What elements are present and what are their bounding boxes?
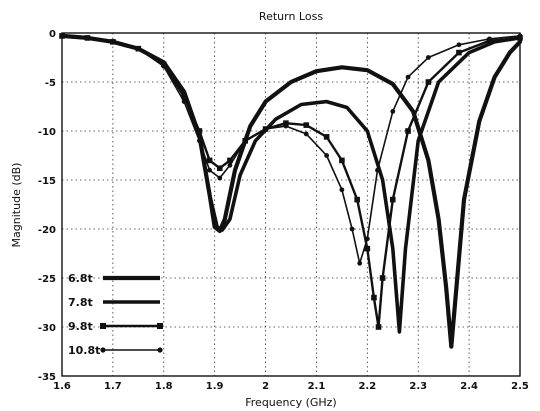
x-tick-label: 2.4 [460, 381, 478, 392]
square-marker [181, 93, 187, 100]
series-9-8t [59, 33, 523, 330]
circle-marker [85, 35, 90, 41]
circle-marker [181, 99, 187, 104]
square-marker [216, 165, 223, 172]
legend-label: 7.8t [68, 296, 93, 309]
plot-frame [61, 32, 521, 377]
square-marker [100, 323, 106, 329]
square-marker [405, 128, 411, 134]
square-marker [375, 324, 382, 330]
circle-marker [357, 260, 363, 266]
x-tick-label: 2.1 [308, 381, 326, 392]
y-tick-label: -15 [38, 176, 56, 187]
circle-marker [135, 46, 141, 52]
legend-label: 10.8t [68, 344, 100, 357]
x-tick-label: 2.2 [358, 381, 376, 392]
circle-marker [263, 126, 268, 132]
circle-marker [217, 175, 223, 181]
square-marker [206, 157, 213, 164]
circle-marker [207, 167, 212, 173]
series-line [60, 34, 522, 329]
circle-marker [283, 123, 289, 129]
circle-marker [110, 39, 116, 45]
x-tick-label: 2.5 [511, 381, 529, 392]
circle-marker [324, 153, 330, 158]
x-tick-label: 1.9 [206, 381, 224, 392]
x-tick-label: 2 [262, 381, 269, 392]
series-10-8t [59, 33, 523, 266]
circle-marker [197, 138, 202, 144]
tick-labels: 1.6 1.7 1.8 1.9 2 2.1 2.2 2.3 2.4 2.5 0 -5 -10 -15 -20… [38, 29, 529, 392]
circle-marker [157, 347, 163, 353]
legend-item: 7.8t [68, 296, 160, 309]
square-marker [371, 294, 377, 301]
legend-label: 6.8t [68, 272, 93, 285]
series-line [59, 33, 523, 349]
legend-item: 6.8t [68, 272, 160, 285]
y-tick-label: -10 [38, 127, 56, 138]
series-group [59, 33, 523, 349]
circle-marker [405, 74, 411, 80]
square-marker [196, 128, 203, 134]
series-line [60, 34, 522, 334]
y-axis-title: Magnitude (dB) [10, 163, 23, 248]
square-marker [339, 157, 345, 164]
square-marker [323, 134, 330, 140]
square-marker [456, 49, 462, 56]
square-marker [389, 196, 396, 203]
series-6-8t [59, 33, 523, 349]
circle-marker [456, 42, 462, 48]
y-tick-label: -35 [38, 372, 56, 383]
x-axis-title: Frequency (GHz) [245, 396, 336, 409]
x-tick-label: 1.8 [155, 381, 173, 392]
square-marker [379, 275, 386, 281]
y-tick-label: -25 [38, 274, 56, 285]
legend-label: 9.8t [68, 320, 93, 333]
circle-marker [426, 55, 431, 60]
y-tick-label: -20 [38, 225, 56, 236]
square-marker [157, 323, 163, 329]
legend: 6.8t 7.8t 9.8t 10.8t [68, 272, 163, 357]
legend-item: 9.8t [68, 320, 163, 333]
circle-marker [100, 347, 106, 353]
series-7-8t [60, 34, 522, 334]
square-marker [354, 196, 360, 203]
square-marker [425, 79, 432, 85]
y-tick-label: -30 [38, 323, 56, 334]
chart-title: Return Loss [259, 10, 323, 23]
circle-marker [375, 167, 380, 173]
circle-marker [390, 109, 396, 114]
circle-marker [303, 131, 309, 137]
y-tick-label: 0 [49, 29, 56, 40]
circle-marker [364, 236, 370, 242]
x-tick-label: 2.3 [409, 381, 427, 392]
circle-marker [161, 63, 167, 69]
circle-marker [242, 138, 248, 144]
legend-item: 10.8t [68, 344, 163, 357]
x-tick-label: 1.7 [104, 381, 122, 392]
square-marker [283, 120, 289, 126]
square-marker [364, 245, 371, 252]
square-marker [227, 157, 233, 164]
circle-marker [227, 162, 233, 168]
circle-marker [349, 226, 355, 232]
grid [62, 33, 520, 376]
series-line [61, 35, 521, 265]
y-tick-label: -5 [45, 78, 56, 89]
square-marker [303, 122, 310, 128]
x-tick-label: 1.6 [53, 381, 71, 392]
circle-marker [487, 36, 492, 42]
circle-marker [339, 187, 345, 193]
